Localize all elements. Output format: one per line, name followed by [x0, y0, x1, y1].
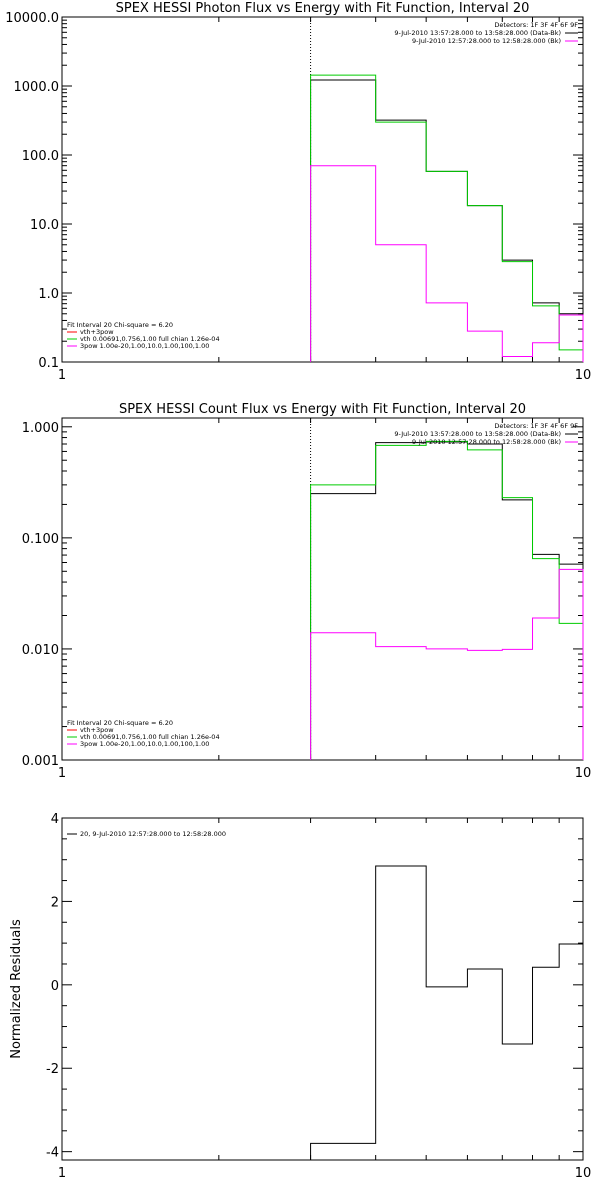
- time-range-label: 9-Jul-2010 12:57:28.000 to 12:58:28.000 …: [412, 438, 561, 446]
- x-tick-label: 10: [575, 368, 592, 383]
- legend-entry: Fit Interval 20 Chi-square = 6.20: [67, 321, 173, 329]
- chart-title: SPEX HESSI Count Flux vs Energy with Fit…: [119, 402, 526, 417]
- legend-entry: 3pow 1.00e-20,1.00,10.0,1.00,100,1.00: [80, 740, 209, 748]
- x-tick-label: 1: [58, 368, 66, 383]
- legend-entry: vth 0.00691,0.756,1.00 full chian 1.26e-…: [80, 733, 220, 741]
- series-line-2: [310, 74, 584, 362]
- y-tick-label: 0.001: [22, 754, 59, 769]
- x-tick-label: 10: [575, 1166, 592, 1181]
- y-tick-label: 4: [51, 812, 59, 827]
- y-tick-label: 100.0: [22, 149, 59, 164]
- plot-frame: [61, 817, 584, 1161]
- y-tick-label: 0: [51, 979, 59, 994]
- legend-entry: 20, 9-Jul-2010 12:57:28.000 to 12:58:28.…: [80, 830, 226, 838]
- y-tick-label: 0.010: [22, 643, 59, 658]
- y-tick-label: -4: [46, 1146, 59, 1161]
- x-tick-label: 1: [58, 766, 66, 781]
- panel-3: Normalized Residuals 1 10 -4 -2 0 2 4 20, 9-Jul-…: [9, 812, 591, 1181]
- series-line-1: [310, 441, 584, 760]
- plot-frame: [61, 16, 584, 363]
- time-range-label: 9-Jul-2010 13:57:28.000 to 13:58:28.000 …: [394, 430, 561, 438]
- plot-frame: [61, 417, 584, 761]
- series-line-1: [310, 79, 584, 362]
- series-line-3: [310, 568, 584, 760]
- series-line-1: [310, 865, 583, 1160]
- time-range-label: 9-Jul-2010 12:57:28.000 to 12:58:28.000 …: [412, 37, 561, 45]
- series-line-2: [310, 440, 584, 760]
- y-tick-label: -2: [46, 1062, 59, 1077]
- chart-title: SPEX HESSI Photon Flux vs Energy with Fi…: [116, 1, 530, 16]
- legend-entry: vth+3pow: [80, 328, 114, 336]
- y-tick-label: 1000.0: [14, 80, 60, 95]
- panel-2: SPEX HESSI Count Flux vs Energy with Fit…: [22, 402, 591, 781]
- legend-entry: Fit Interval 20 Chi-square = 6.20: [67, 719, 173, 727]
- x-tick-label: 1: [58, 1166, 66, 1181]
- series-line-3: [310, 165, 584, 362]
- x-tick-label: 10: [575, 766, 592, 781]
- y-tick-label: 2: [51, 895, 59, 910]
- legend-entry: vth+3pow: [80, 726, 114, 734]
- y-tick-label: 1.0: [38, 287, 59, 302]
- y-tick-label: 0.100: [22, 532, 59, 547]
- detectors-label: Detectors: 1F 3F 4F 6F 9F: [494, 422, 578, 430]
- y-tick-label: 10.0: [30, 218, 59, 233]
- y-tick-label: 10000.0: [5, 11, 59, 26]
- y-tick-label: 0.1: [38, 356, 59, 371]
- legend-entry: vth 0.00691,0.756,1.00 full chian 1.26e-…: [80, 335, 220, 343]
- detectors-label: Detectors: 1F 3F 4F 6F 9F: [494, 21, 578, 29]
- legend-entry: 3pow 1.00e-20,1.00,10.0,1.00,100,1.00: [80, 342, 209, 350]
- time-range-label: 9-Jul-2010 13:57:28.000 to 13:58:28.000 …: [394, 29, 561, 37]
- y-axis-label: Normalized Residuals: [9, 919, 24, 1059]
- y-tick-label: 1.000: [22, 421, 59, 436]
- panel-1: SPEX HESSI Photon Flux vs Energy with Fi…: [5, 1, 591, 383]
